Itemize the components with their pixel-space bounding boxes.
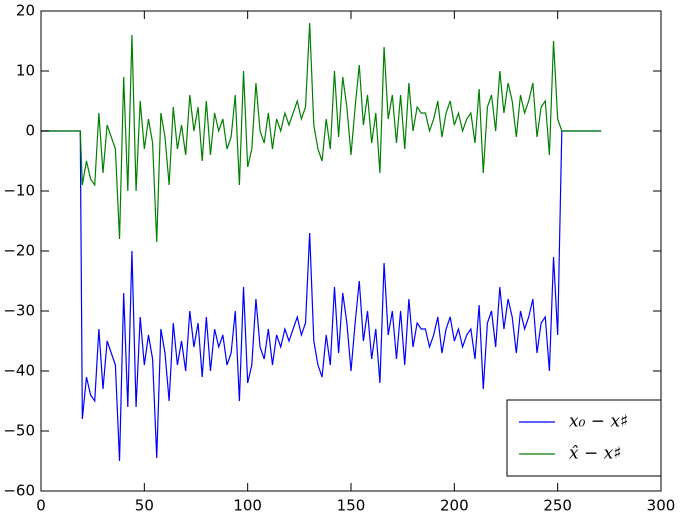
x-tick-label: 200	[440, 497, 469, 515]
y-tick-label: −30	[3, 302, 35, 320]
x-tick-label: 0	[36, 497, 46, 515]
y-tick-label: 0	[25, 122, 35, 140]
y-tick-label: −60	[3, 482, 35, 500]
legend-box	[506, 399, 662, 477]
data-line	[41, 130, 602, 462]
x-tick-label: 100	[233, 497, 262, 515]
x-tick-label: 50	[135, 497, 154, 515]
y-tick-label: 20	[16, 2, 35, 20]
y-tick-label: −50	[3, 422, 35, 440]
y-tick-label: −40	[3, 362, 35, 380]
y-tick-label: −10	[3, 182, 35, 200]
x-tick-label: 250	[543, 497, 572, 515]
data-line	[41, 22, 602, 243]
x-tick-label: 150	[337, 497, 366, 515]
legend-label: x₀ − x♯	[569, 412, 628, 432]
x-tick-label: 300	[647, 497, 676, 515]
y-tick-label: −20	[3, 242, 35, 260]
legend-label: x̂ − x♯	[569, 444, 621, 464]
y-tick-label: 10	[16, 62, 35, 80]
